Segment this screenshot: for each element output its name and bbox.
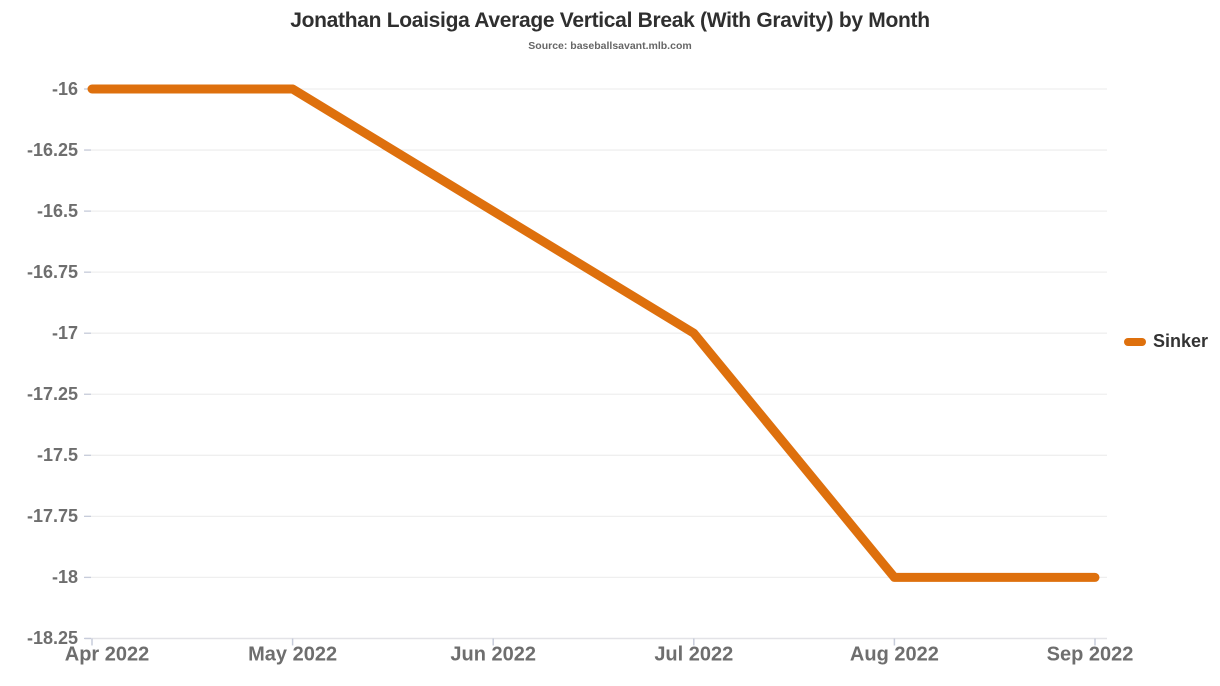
y-tick-label: -16.25 [27,140,78,160]
y-tick-label: -17 [52,323,78,343]
y-tick-label: -16 [52,79,78,99]
legend-swatch-sinker [1124,337,1146,346]
y-tick-label: -18.25 [27,628,78,648]
y-tick-label: -17.5 [37,445,78,465]
x-tick-label: May 2022 [248,643,337,665]
y-tick-label: -17.25 [27,384,78,404]
y-tick-label: -17.75 [27,506,78,526]
legend-label-sinker: Sinker [1153,331,1209,351]
x-tick-label: Aug 2022 [850,643,939,665]
series-line-sinker [87,84,1100,582]
chart-subtitle: Source: baseballsavant.mlb.com [528,40,692,52]
x-tick-label: Jul 2022 [654,643,733,665]
y-tick-label: -16.5 [37,201,78,221]
x-tick-label: Sep 2022 [1047,643,1134,665]
y-tick-label: -16.75 [27,262,78,282]
chart-title: Jonathan Loaisiga Average Vertical Break… [290,9,930,32]
y-tick-label: -18 [52,567,78,587]
x-tick-label: Apr 2022 [65,643,150,665]
legend: Sinker [1124,331,1208,352]
x-tick-label: Jun 2022 [450,643,536,665]
